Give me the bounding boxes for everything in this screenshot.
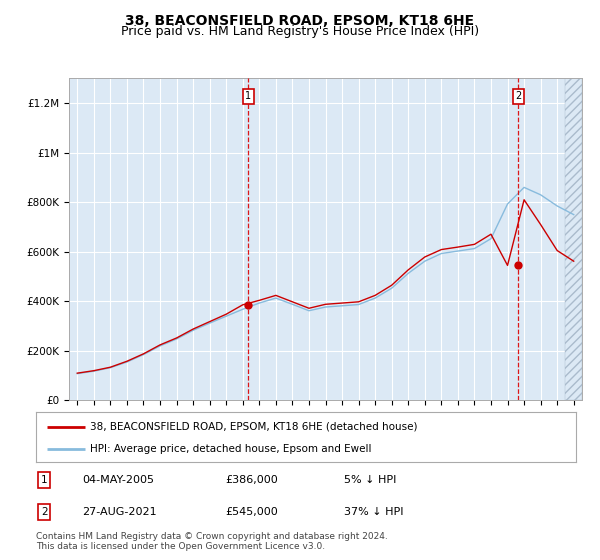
Text: 1: 1 bbox=[41, 475, 47, 485]
Text: £386,000: £386,000 bbox=[225, 475, 278, 485]
Text: HPI: Average price, detached house, Epsom and Ewell: HPI: Average price, detached house, Epso… bbox=[90, 445, 371, 454]
Text: 5% ↓ HPI: 5% ↓ HPI bbox=[344, 475, 396, 485]
Text: 38, BEACONSFIELD ROAD, EPSOM, KT18 6HE (detached house): 38, BEACONSFIELD ROAD, EPSOM, KT18 6HE (… bbox=[90, 422, 418, 432]
Text: Contains HM Land Registry data © Crown copyright and database right 2024.
This d: Contains HM Land Registry data © Crown c… bbox=[36, 532, 388, 552]
Text: 1: 1 bbox=[245, 91, 251, 101]
Text: 2: 2 bbox=[515, 91, 521, 101]
Text: 38, BEACONSFIELD ROAD, EPSOM, KT18 6HE: 38, BEACONSFIELD ROAD, EPSOM, KT18 6HE bbox=[125, 14, 475, 28]
Bar bbox=[565, 78, 582, 400]
Text: Price paid vs. HM Land Registry's House Price Index (HPI): Price paid vs. HM Land Registry's House … bbox=[121, 25, 479, 38]
Text: 2: 2 bbox=[41, 507, 47, 517]
Text: 27-AUG-2021: 27-AUG-2021 bbox=[82, 507, 157, 517]
Text: 04-MAY-2005: 04-MAY-2005 bbox=[82, 475, 154, 485]
Text: 37% ↓ HPI: 37% ↓ HPI bbox=[344, 507, 403, 517]
Text: £545,000: £545,000 bbox=[225, 507, 278, 517]
